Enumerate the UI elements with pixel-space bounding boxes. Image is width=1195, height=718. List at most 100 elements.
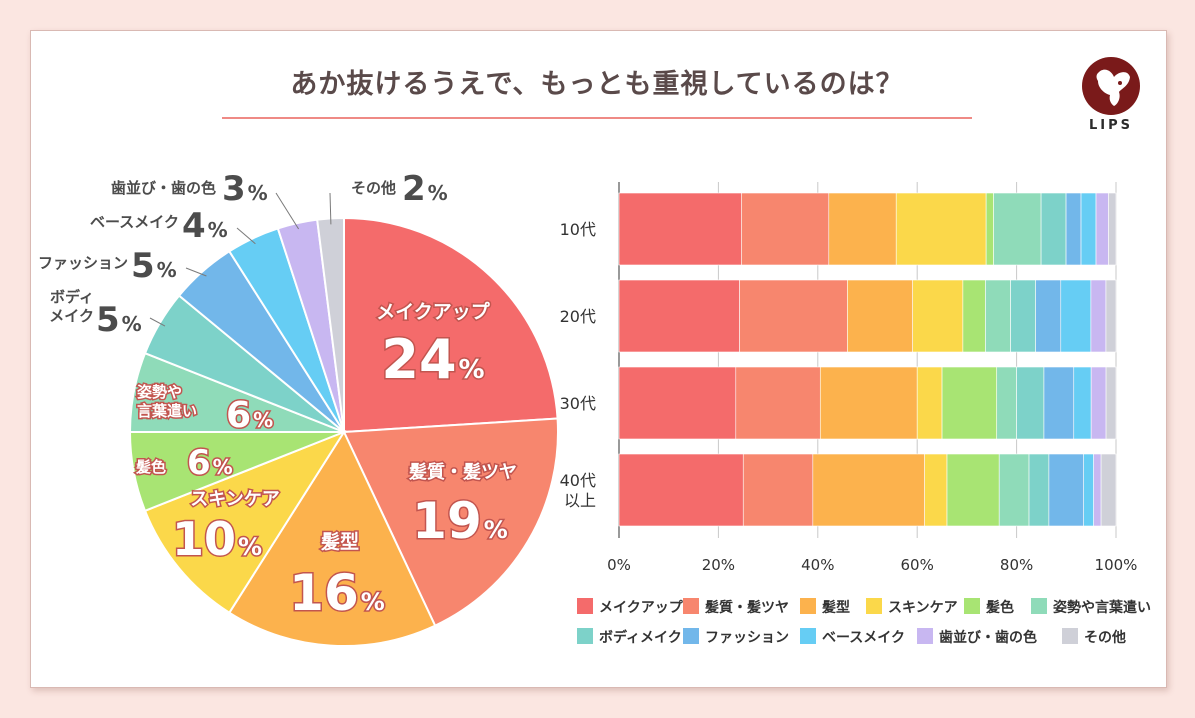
pie-slices — [128, 216, 559, 647]
pie-label-percent: % — [361, 588, 385, 616]
pie-label-name: 姿勢や — [137, 383, 182, 401]
x-tick-label: 80% — [1000, 556, 1033, 574]
pie-leader-line — [329, 192, 332, 225]
pie-label-name: スキンケア — [190, 489, 279, 510]
x-tick-label: 100% — [1095, 556, 1138, 574]
pie-label-value: 5% — [131, 246, 177, 286]
bar-segment — [1108, 192, 1117, 266]
pie-label-name: 髪型 — [320, 530, 359, 553]
pie-label-name: 髪色 — [135, 458, 166, 476]
bar-segment — [1090, 366, 1107, 440]
bar-segment — [916, 366, 943, 440]
y-category-label: 30代 — [560, 394, 596, 413]
bar-segment — [996, 366, 1017, 440]
bar-segment — [739, 279, 848, 353]
legend-item: その他 — [1062, 628, 1126, 646]
pie-inside-label: 髪色 6% — [134, 442, 235, 485]
pie-outside-label: ベースメイク 4% — [90, 206, 228, 246]
y-category-label: 20代 — [560, 307, 596, 326]
lips-logo-icon — [1082, 57, 1140, 115]
bar-segment — [618, 366, 737, 440]
pie-leader-line — [149, 317, 166, 327]
bar-segment — [924, 453, 948, 527]
legend-item: ファッション — [683, 628, 789, 646]
legend-label: 髪質・髪ツヤ — [704, 599, 789, 616]
legend-swatch — [683, 598, 699, 614]
bar-segment — [847, 279, 913, 353]
legend-swatch — [683, 628, 699, 644]
legend-label: メイクアップ — [599, 600, 684, 616]
bar-segment — [993, 192, 1042, 266]
bar-segment — [985, 279, 1011, 353]
lips-logo: LIPS — [1081, 56, 1141, 138]
pie-leader-line — [236, 227, 256, 245]
y-category-label: 40代 — [560, 471, 596, 490]
legend-swatch — [577, 628, 593, 644]
pie-label-percent: % — [213, 455, 233, 479]
pie-label-percent: % — [157, 258, 177, 282]
y-category-label: 10代 — [560, 220, 596, 239]
bar-segment — [946, 453, 1000, 527]
pie-label-name: ボディ — [50, 288, 94, 306]
bar-segment — [1028, 453, 1050, 527]
bar-segment — [618, 453, 744, 527]
title-divider — [222, 117, 972, 119]
brand-name: LIPS — [1088, 118, 1133, 133]
pie-outside-label: ファッション 5% — [38, 246, 177, 286]
legend-label: ファッション — [705, 630, 789, 646]
pie-slice — [342, 417, 559, 627]
pie-label-value: 10% — [172, 512, 262, 566]
pie-label-percent: % — [428, 181, 448, 205]
pie-label-name: ベースメイク — [90, 213, 179, 231]
pie-label-percent: % — [248, 181, 268, 205]
pie-leader-line — [275, 192, 300, 230]
bar-segment — [1100, 453, 1117, 527]
bar-segment — [985, 192, 994, 266]
legend-label: 髪型 — [821, 599, 850, 616]
bar-segment — [828, 192, 897, 266]
legend-swatch — [800, 598, 816, 614]
legend-item: ベースメイク — [800, 628, 905, 646]
legend-label: 歯並び・歯の色 — [939, 629, 1037, 646]
bar-segment — [1035, 279, 1062, 353]
bar-segment — [1016, 366, 1045, 440]
bar-segment — [1090, 279, 1107, 353]
bar-segment — [895, 192, 987, 266]
legend-label: スキンケア — [888, 600, 958, 616]
legend-label: 髪色 — [985, 599, 1014, 616]
bar-segment — [1073, 366, 1092, 440]
bar-segment — [1093, 453, 1102, 527]
x-tick-label: 20% — [702, 556, 735, 574]
pie-slice — [143, 429, 347, 615]
pie-label-name: 言葉遣い — [137, 402, 197, 420]
bar-segment — [1095, 192, 1109, 266]
legend-swatch — [1062, 628, 1078, 644]
bar-segment — [1065, 192, 1082, 266]
legend-swatch — [917, 628, 933, 644]
x-tick-label: 60% — [901, 556, 934, 574]
legend-item: 髪色 — [964, 598, 1014, 616]
bar-segment — [1105, 366, 1117, 440]
bar-segment — [618, 192, 742, 266]
pie-label-percent: % — [122, 312, 142, 336]
pie-label-name: その他 — [351, 179, 396, 197]
pie-leader-lines — [149, 192, 332, 327]
pie-slice — [227, 429, 437, 647]
pie-label-percent: % — [253, 408, 273, 432]
pie-label-name: 髪質・髪ツヤ — [408, 461, 517, 483]
legend-item: 姿勢や言葉遣い — [1031, 598, 1151, 616]
pie-label-name: ファッション — [38, 254, 128, 272]
legend-swatch — [964, 598, 980, 614]
bar-segment — [819, 366, 918, 440]
bar-segment — [741, 192, 830, 266]
bar-segment — [735, 366, 821, 440]
legend-swatch — [1031, 598, 1047, 614]
pie-slice — [343, 216, 559, 434]
y-category-label: 以上 — [564, 491, 596, 510]
